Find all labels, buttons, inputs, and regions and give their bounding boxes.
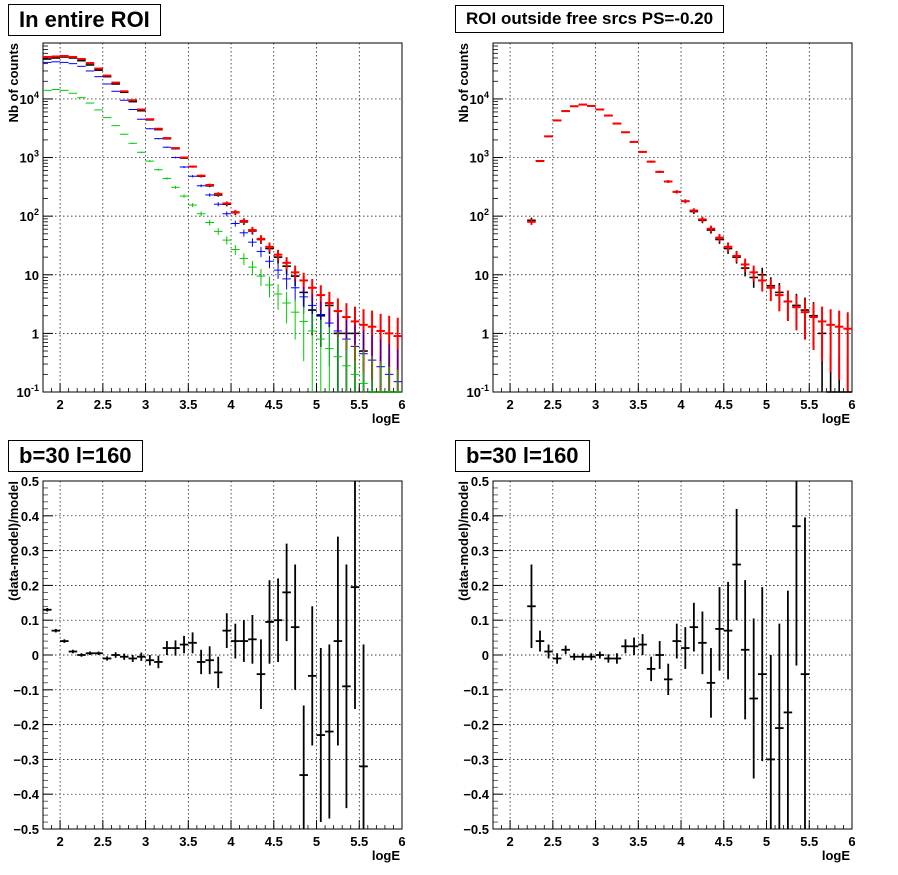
x-tick-label: 2 bbox=[56, 834, 63, 849]
y-tick-label: 0.5 bbox=[471, 474, 489, 489]
x-axis-label: logE bbox=[822, 411, 850, 426]
y-tick-label: 0.2 bbox=[21, 578, 39, 593]
panel-title-3: b=30 l=160 bbox=[8, 440, 143, 472]
y-tick-label: −0.4 bbox=[13, 787, 39, 802]
x-tick-label: 3 bbox=[142, 834, 149, 849]
x-tick-label: 5 bbox=[763, 397, 770, 412]
x-tick-label: 4.5 bbox=[265, 834, 283, 849]
y-tick-label: −0.3 bbox=[13, 752, 39, 767]
x-tick-label: 2.5 bbox=[94, 834, 112, 849]
x-tick-label: 3.5 bbox=[179, 397, 197, 412]
y-tick-label: 0 bbox=[32, 648, 39, 663]
y-tick-label: −0.2 bbox=[463, 718, 489, 733]
y-tick-label: 0.3 bbox=[471, 544, 489, 559]
x-tick-label: 5.5 bbox=[800, 834, 818, 849]
y-tick-label: 102 bbox=[20, 207, 39, 224]
x-axis-label: logE bbox=[822, 848, 850, 863]
x-tick-label: 5.5 bbox=[800, 397, 818, 412]
y-tick-label: 0.1 bbox=[21, 613, 39, 628]
x-tick-label: 3.5 bbox=[629, 397, 647, 412]
plot-frame bbox=[492, 42, 853, 393]
panel-title-2: ROI outside free srcs PS=-0.20 bbox=[455, 5, 725, 33]
x-tick-label: 3.5 bbox=[179, 834, 197, 849]
y-tick-label: 0 bbox=[482, 648, 489, 663]
y-tick-label: −0.2 bbox=[13, 718, 39, 733]
y-tick-label: −0.5 bbox=[13, 822, 39, 837]
x-tick-label: 6 bbox=[848, 397, 855, 412]
y-tick-label: 104 bbox=[470, 90, 489, 107]
y-tick-label: 0.5 bbox=[21, 474, 39, 489]
x-tick-label: 2.5 bbox=[544, 397, 562, 412]
y-tick-label: 103 bbox=[470, 149, 489, 166]
plot-frame bbox=[42, 42, 403, 393]
x-tick-label: 2.5 bbox=[94, 397, 112, 412]
x-tick-label: 2.5 bbox=[544, 834, 562, 849]
x-tick-label: 5.5 bbox=[350, 834, 368, 849]
y-tick-label: −0.1 bbox=[463, 683, 489, 698]
x-tick-label: 5 bbox=[313, 397, 320, 412]
x-axis-label: logE bbox=[372, 411, 400, 426]
x-tick-label: 2 bbox=[506, 397, 513, 412]
y-tick-label: −0.5 bbox=[463, 822, 489, 837]
y-tick-label: 10-1 bbox=[17, 383, 39, 400]
y-tick-label: 0.4 bbox=[21, 509, 40, 524]
y-tick-label: 0.3 bbox=[21, 544, 39, 559]
y-tick-label: 0.4 bbox=[471, 509, 490, 524]
x-tick-label: 4.5 bbox=[265, 397, 283, 412]
y-tick-label: 103 bbox=[20, 149, 39, 166]
x-tick-label: 2 bbox=[56, 397, 63, 412]
x-tick-label: 6 bbox=[398, 834, 405, 849]
x-tick-label: 4 bbox=[227, 834, 235, 849]
x-tick-label: 3 bbox=[142, 397, 149, 412]
x-tick-label: 5 bbox=[313, 834, 320, 849]
x-tick-label: 3 bbox=[592, 834, 599, 849]
y-axis-label: Nb of counts bbox=[456, 43, 471, 122]
panel-title-1: In entire ROI bbox=[8, 4, 161, 36]
y-tick-label: 1 bbox=[482, 326, 489, 341]
y-tick-label: 1 bbox=[32, 326, 39, 341]
y-tick-label: 10 bbox=[475, 268, 489, 283]
y-tick-label: −0.3 bbox=[463, 752, 489, 767]
y-tick-label: 102 bbox=[470, 207, 489, 224]
y-tick-label: 10 bbox=[25, 268, 39, 283]
y-tick-label: 0.2 bbox=[471, 578, 489, 593]
x-tick-label: 4.5 bbox=[715, 834, 733, 849]
x-tick-label: 6 bbox=[848, 834, 855, 849]
x-tick-label: 4.5 bbox=[715, 397, 733, 412]
panel-title-4: b=30 l=160 bbox=[455, 440, 590, 472]
x-tick-label: 4 bbox=[677, 834, 685, 849]
x-tick-label: 4 bbox=[677, 397, 685, 412]
y-axis-label: (data-model)/model bbox=[6, 481, 21, 601]
y-axis-label: Nb of counts bbox=[6, 43, 21, 122]
y-tick-label: −0.4 bbox=[463, 787, 489, 802]
x-tick-label: 5.5 bbox=[350, 397, 368, 412]
y-tick-label: 104 bbox=[20, 90, 39, 107]
x-tick-label: 3.5 bbox=[629, 834, 647, 849]
y-tick-label: −0.1 bbox=[13, 683, 39, 698]
y-tick-label: 0.1 bbox=[471, 613, 489, 628]
x-axis-label: logE bbox=[372, 848, 400, 863]
x-tick-label: 3 bbox=[592, 397, 599, 412]
x-tick-label: 2 bbox=[506, 834, 513, 849]
x-tick-label: 6 bbox=[398, 397, 405, 412]
y-axis-label: (data-model)/model bbox=[456, 481, 471, 601]
x-tick-label: 5 bbox=[763, 834, 770, 849]
x-tick-label: 4 bbox=[227, 397, 235, 412]
y-tick-label: 10-1 bbox=[467, 383, 489, 400]
